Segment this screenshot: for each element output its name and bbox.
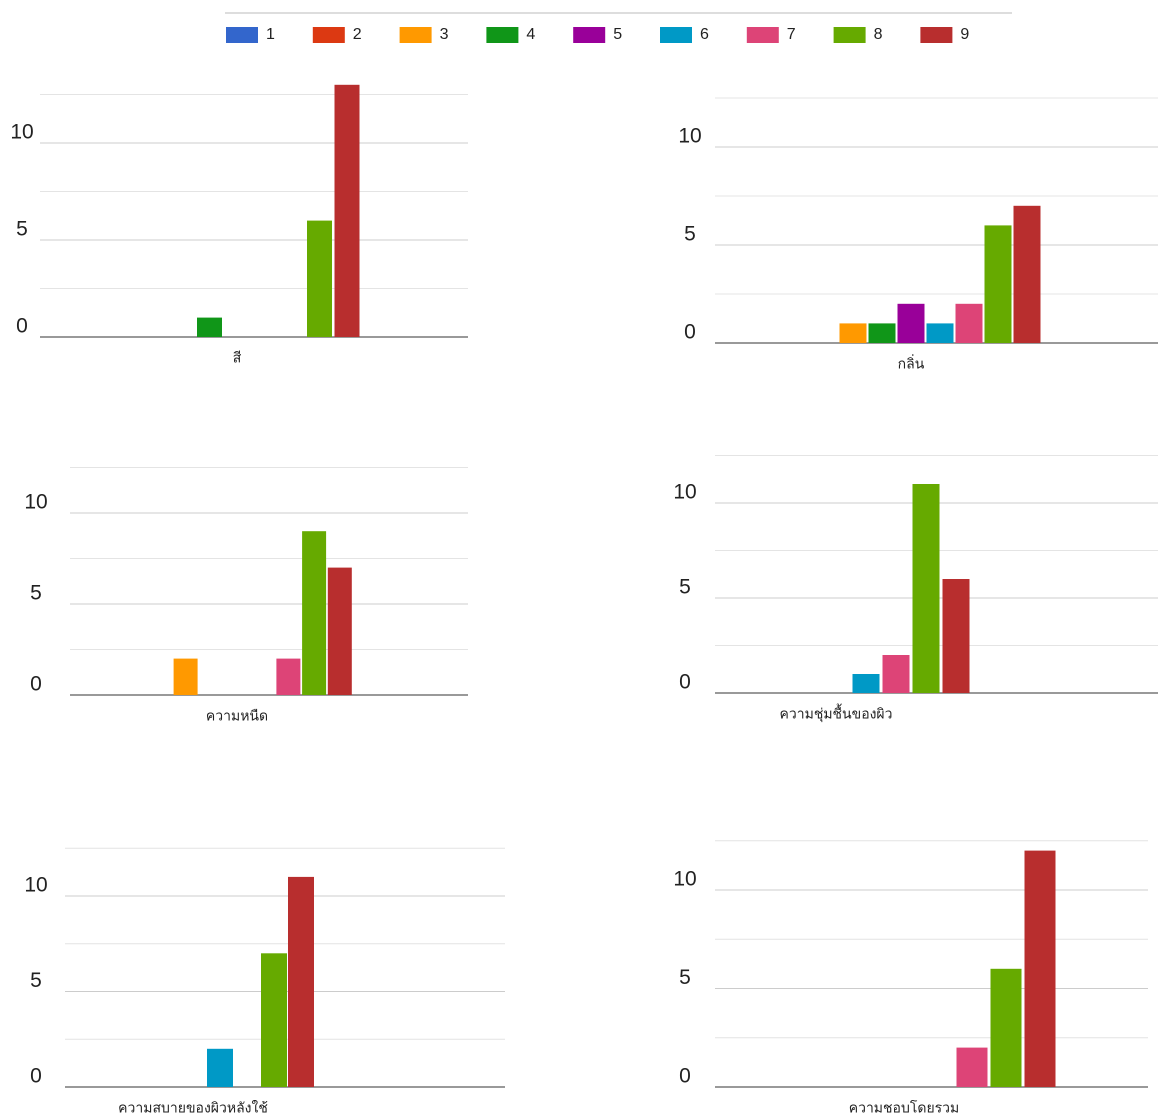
x-tick-label: ความหนืด [206,708,268,724]
bar [955,303,983,343]
x-tick-label: ความชอบโดยรวม [849,1100,960,1116]
bar [302,531,327,695]
x-tick-label: กลิ่น [898,355,925,372]
bar [327,567,352,695]
legend-swatch [746,27,779,43]
bar [334,84,360,337]
x-tick-label: สี [233,350,242,366]
bar [984,225,1012,343]
x-tick-label: ความชุ่มชื้นของผิว [780,704,893,723]
legend-label: 4 [526,26,535,43]
bar [956,1047,988,1087]
y-tick-label: 0 [30,1065,42,1088]
y-tick-label: 0 [30,673,42,696]
legend-swatch [312,27,345,43]
legend-label: 9 [960,26,969,43]
y-tick-label: 5 [16,218,28,241]
bar [276,658,301,695]
y-tick-label: 10 [10,121,33,144]
bar [261,953,287,1087]
bar [288,876,314,1087]
y-tick-label: 0 [679,671,691,694]
y-tick-label: 5 [30,582,42,605]
bar [926,323,954,343]
bar [852,674,880,693]
y-tick-label: 5 [679,966,691,989]
bar [942,579,970,693]
legend-label: 7 [787,26,796,43]
bar [1024,850,1056,1087]
bar [990,968,1022,1087]
legend-label: 1 [266,26,275,43]
bar [173,658,198,695]
legend-swatch [486,27,519,43]
bar [882,655,910,693]
legend-swatch [226,27,258,43]
y-tick-label: 5 [679,576,691,599]
legend-swatch [920,27,953,43]
legend-swatch [660,27,692,43]
y-tick-label: 5 [30,969,42,992]
y-tick-label: 0 [679,1065,691,1088]
y-tick-label: 10 [673,481,696,504]
x-tick-label: ความสบายของผิวหลังใช้ [118,1100,268,1116]
y-tick-label: 10 [24,874,47,897]
bar [897,303,925,343]
y-tick-label: 5 [684,223,696,246]
legend-swatch [399,27,432,43]
y-tick-label: 10 [24,491,47,514]
legend-swatch [833,27,866,43]
bar [868,323,896,343]
bar [839,323,867,343]
bar [207,1048,233,1087]
legend-label: 2 [353,26,362,43]
y-tick-label: 10 [673,868,696,891]
legend-swatch [573,27,606,43]
bar [307,220,332,337]
y-tick-label: 0 [16,315,28,338]
y-tick-label: 10 [678,125,701,148]
legend-label: 8 [874,26,883,43]
bar [1013,205,1041,343]
y-tick-label: 0 [684,321,696,344]
legend-label: 5 [613,26,622,43]
bar [912,484,940,693]
bar [197,317,222,337]
legend-label: 3 [440,26,449,43]
legend-label: 6 [700,26,709,43]
